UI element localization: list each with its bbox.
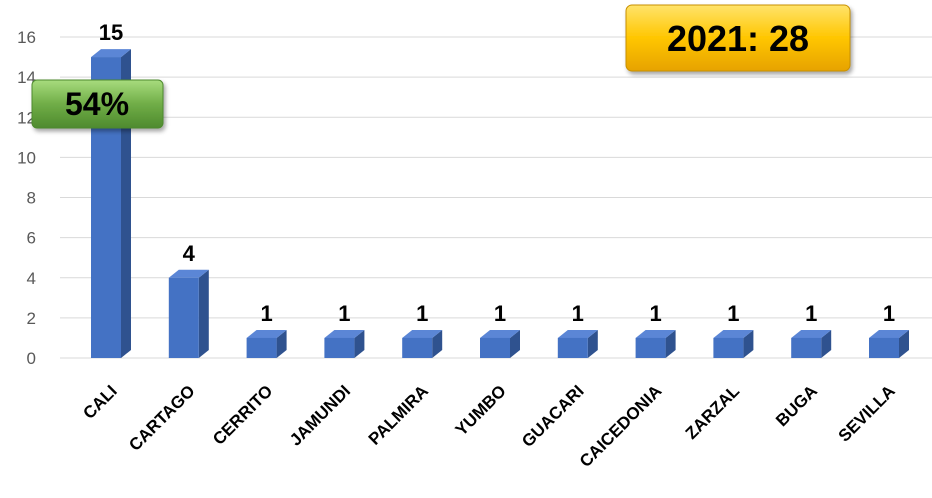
- bar: [324, 330, 364, 358]
- total-badge: 2021: 28: [626, 5, 850, 71]
- x-category-label: GUACARI: [518, 381, 588, 451]
- bar-front: [558, 338, 588, 358]
- bar-front: [169, 278, 199, 358]
- x-category-label: PALMIRA: [365, 381, 432, 448]
- total-badge-text: 2021: 28: [667, 18, 809, 59]
- data-label: 1: [727, 301, 739, 326]
- data-label: 4: [183, 241, 196, 266]
- data-label: 1: [883, 301, 895, 326]
- y-tick-label: 10: [17, 148, 36, 167]
- bar: [791, 330, 831, 358]
- y-tick-label: 8: [27, 189, 36, 208]
- x-category-label: CAICEDONIA: [576, 381, 666, 471]
- x-category-label: JAMUNDI: [286, 381, 354, 449]
- bar: [402, 330, 442, 358]
- share-badge-text: 54%: [65, 86, 129, 122]
- x-category-label: YUMBO: [452, 381, 510, 439]
- x-category-label: CARTAGO: [125, 381, 198, 454]
- bar: [869, 330, 909, 358]
- data-label: 1: [649, 301, 661, 326]
- data-label: 1: [260, 301, 272, 326]
- bar-front: [713, 338, 743, 358]
- x-category-label: BUGA: [772, 381, 821, 430]
- data-label: 1: [805, 301, 817, 326]
- data-label: 1: [416, 301, 428, 326]
- x-category-label: CERRITO: [209, 381, 276, 448]
- y-tick-label: 4: [27, 269, 36, 288]
- bar: [247, 330, 287, 358]
- bar: [480, 330, 520, 358]
- data-label: 15: [99, 20, 123, 45]
- data-label: 1: [572, 301, 584, 326]
- y-tick-label: 16: [17, 28, 36, 47]
- x-category-label: CALI: [79, 381, 120, 422]
- bar-side: [199, 270, 209, 358]
- share-badge: 54%: [32, 80, 163, 128]
- bar: [558, 330, 598, 358]
- x-axis-categories: CALI CARTAGO CERRITO JAMUNDI PALMIRA YUMBO GUA…: [79, 381, 898, 471]
- bar-front: [636, 338, 666, 358]
- bar-front: [791, 338, 821, 358]
- data-label: 1: [494, 301, 506, 326]
- bar-front: [480, 338, 510, 358]
- bar: [169, 270, 209, 358]
- bar-front: [402, 338, 432, 358]
- bar-front: [247, 338, 277, 358]
- y-tick-label: 6: [27, 229, 36, 248]
- x-category-label: ZARZAL: [682, 381, 744, 443]
- bar-front: [324, 338, 354, 358]
- bar: [636, 330, 676, 358]
- bar-front: [869, 338, 899, 358]
- y-tick-label: 2: [27, 309, 36, 328]
- y-tick-label: 0: [27, 349, 36, 368]
- data-label: 1: [338, 301, 350, 326]
- bar: [713, 330, 753, 358]
- x-category-label: SEVILLA: [835, 381, 899, 445]
